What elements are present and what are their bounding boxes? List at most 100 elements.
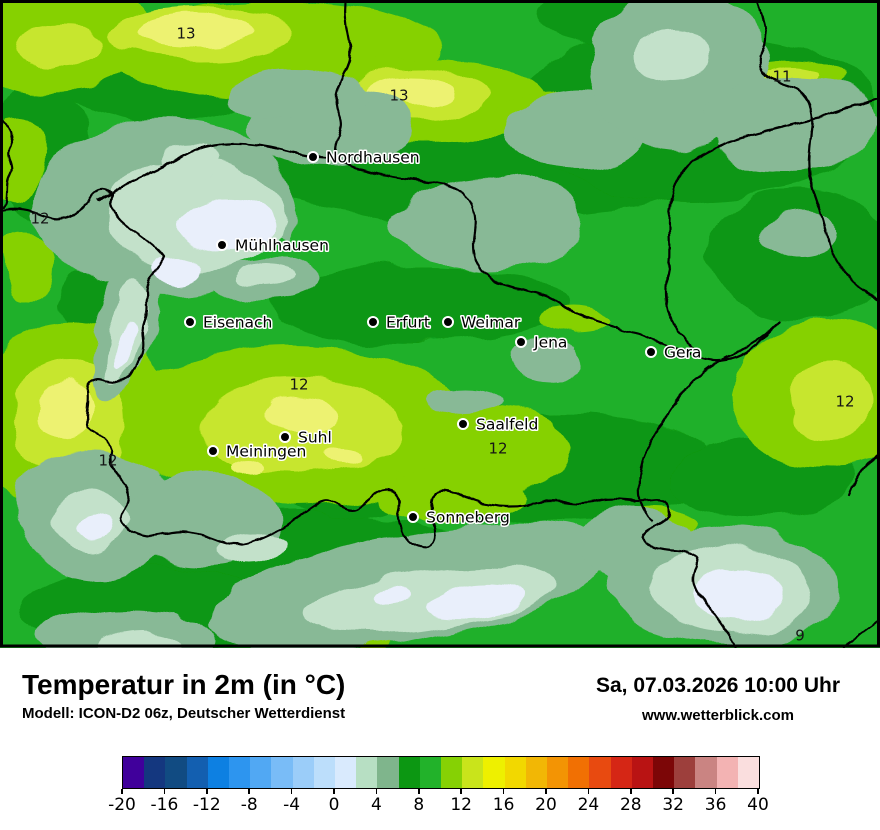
- city-dot-icon: [279, 431, 291, 443]
- city-label: Gera: [664, 344, 701, 362]
- colorbar-tick: [757, 789, 759, 794]
- city-label: Suhl: [298, 429, 332, 447]
- temp-value-label: 12: [30, 210, 49, 228]
- colorbar-tick: [714, 789, 717, 794]
- colorbar-tick-label: 16: [492, 795, 515, 815]
- city-label: Eisenach: [203, 314, 272, 332]
- colorbar-tick-label: 24: [577, 795, 600, 815]
- border-west: [0, 187, 166, 538]
- colorbar-cell: [589, 757, 611, 788]
- city-marker-sonneberg: Sonneberg: [407, 507, 511, 528]
- city-dot-icon: [407, 511, 419, 523]
- colorbar-cell: [335, 757, 357, 788]
- temperature-colorbar: [122, 756, 760, 789]
- temp-value-label: 9: [795, 627, 805, 645]
- colorbar-tick: [630, 789, 632, 794]
- colorbar-tick-label: -8: [240, 795, 258, 815]
- colorbar-cell: [313, 757, 336, 788]
- city-dot-icon: [442, 316, 454, 328]
- colorbar-tick: [206, 789, 208, 794]
- colorbar-cell: [250, 757, 272, 788]
- colorbar-cell: [653, 757, 675, 788]
- colorbar-cell: [165, 757, 187, 788]
- temp-value-label: 12: [98, 452, 117, 470]
- city-marker-meiningen: Meiningen: [207, 441, 308, 462]
- colorbar-cell: [377, 757, 399, 788]
- colorbar-tick: [460, 789, 462, 794]
- city-dot-icon: [457, 418, 469, 430]
- city-marker-saalfeld: Saalfeld: [457, 414, 540, 435]
- city-label: Erfurt: [386, 314, 430, 332]
- border-northwest-branch: [96, 142, 337, 202]
- colorbar-tick-label: 20: [535, 795, 557, 815]
- colorbar-tick-label: -4: [283, 795, 301, 815]
- colorbar-tick-label: 0: [328, 795, 340, 815]
- city-dot-icon: [216, 239, 228, 251]
- temp-value-label: 13: [389, 87, 408, 105]
- colorbar-tick-label: -16: [150, 795, 179, 815]
- page-title: Temperatur in 2m (in °C): [22, 669, 346, 700]
- colorbar-tick: [587, 789, 590, 794]
- colorbar-cell: [123, 757, 145, 788]
- map-svg: Nordhausen Mühlhausen Eisenach Erfurt Weimar…: [0, 0, 880, 648]
- colorbar-tick: [545, 789, 547, 794]
- city-marker-eisenach: Eisenach: [184, 312, 274, 333]
- colorbar-tick-label: 28: [619, 795, 642, 815]
- border-northeast: [755, 0, 880, 304]
- colorbar-cell: [716, 757, 738, 788]
- border-north: [333, 0, 781, 362]
- website-label: www.wetterblick.com: [642, 707, 794, 724]
- colorbar-cell: [229, 757, 251, 788]
- datetime-label: Sa, 07.03.2026 10:00 Uhr: [595, 674, 840, 697]
- city-marker-jena: Jena: [515, 332, 569, 353]
- border-left-edge: [0, 117, 14, 210]
- border-south: [160, 488, 737, 648]
- colorbar-tick: [121, 789, 123, 794]
- colorbar-tick: [375, 789, 378, 794]
- colorbar-cell: [631, 757, 654, 788]
- city-dot-icon: [645, 346, 657, 358]
- city-label: Meiningen: [226, 443, 306, 461]
- city-label: Weimar: [461, 314, 521, 332]
- city-marker-erfurt: Erfurt: [367, 312, 431, 333]
- colorbar-cell: [398, 757, 420, 788]
- colorbar-tick: [333, 789, 335, 794]
- colorbar-tick-label: 12: [450, 795, 472, 815]
- temp-value-label: 12: [835, 393, 854, 411]
- city-label: Saalfeld: [476, 416, 538, 434]
- colorbar-tick-label: -20: [108, 795, 136, 815]
- temp-value-label: 13: [176, 25, 195, 43]
- city-label: Nordhausen: [326, 149, 420, 167]
- city-dot-icon: [307, 151, 319, 163]
- temperature-map: Nordhausen Mühlhausen Eisenach Erfurt Weimar…: [0, 0, 880, 648]
- colorbar-tick-label: 4: [370, 795, 382, 815]
- colorbar-cell: [144, 757, 166, 788]
- city-label: Jena: [533, 334, 567, 352]
- temp-value-label: 12: [488, 440, 507, 458]
- colorbar-cell: [207, 757, 230, 788]
- colorbar-tick: [290, 789, 293, 794]
- city-label: Sonneberg: [426, 509, 510, 527]
- temp-value-label: 11: [772, 68, 791, 86]
- colorbar-cell: [292, 757, 314, 788]
- colorbar-cell: [547, 757, 569, 788]
- map-frame: [0, 0, 880, 648]
- colorbar-cell: [695, 757, 717, 788]
- temp-value-label: 12: [289, 376, 308, 394]
- city-label: Mühlhausen: [235, 237, 329, 255]
- colorbar-tick-label: 36: [704, 795, 727, 815]
- colorbar-cell: [737, 757, 760, 788]
- city-dot-icon: [515, 336, 527, 348]
- city-marker-mhlhausen: Mühlhausen: [216, 235, 330, 256]
- city-marker-nordhausen: Nordhausen: [307, 147, 421, 168]
- city-marker-gera: Gera: [645, 342, 703, 363]
- border-northeast-2: [664, 96, 880, 358]
- colorbar-tick-label: 40: [747, 795, 769, 815]
- colorbar-cell: [610, 757, 632, 788]
- colorbar-tick: [418, 789, 420, 794]
- colorbar-cell: [186, 757, 208, 788]
- state-border-lines: [0, 0, 880, 648]
- temp-layer-pale-yellow: [33, 15, 454, 476]
- colorbar-tick: [248, 789, 250, 794]
